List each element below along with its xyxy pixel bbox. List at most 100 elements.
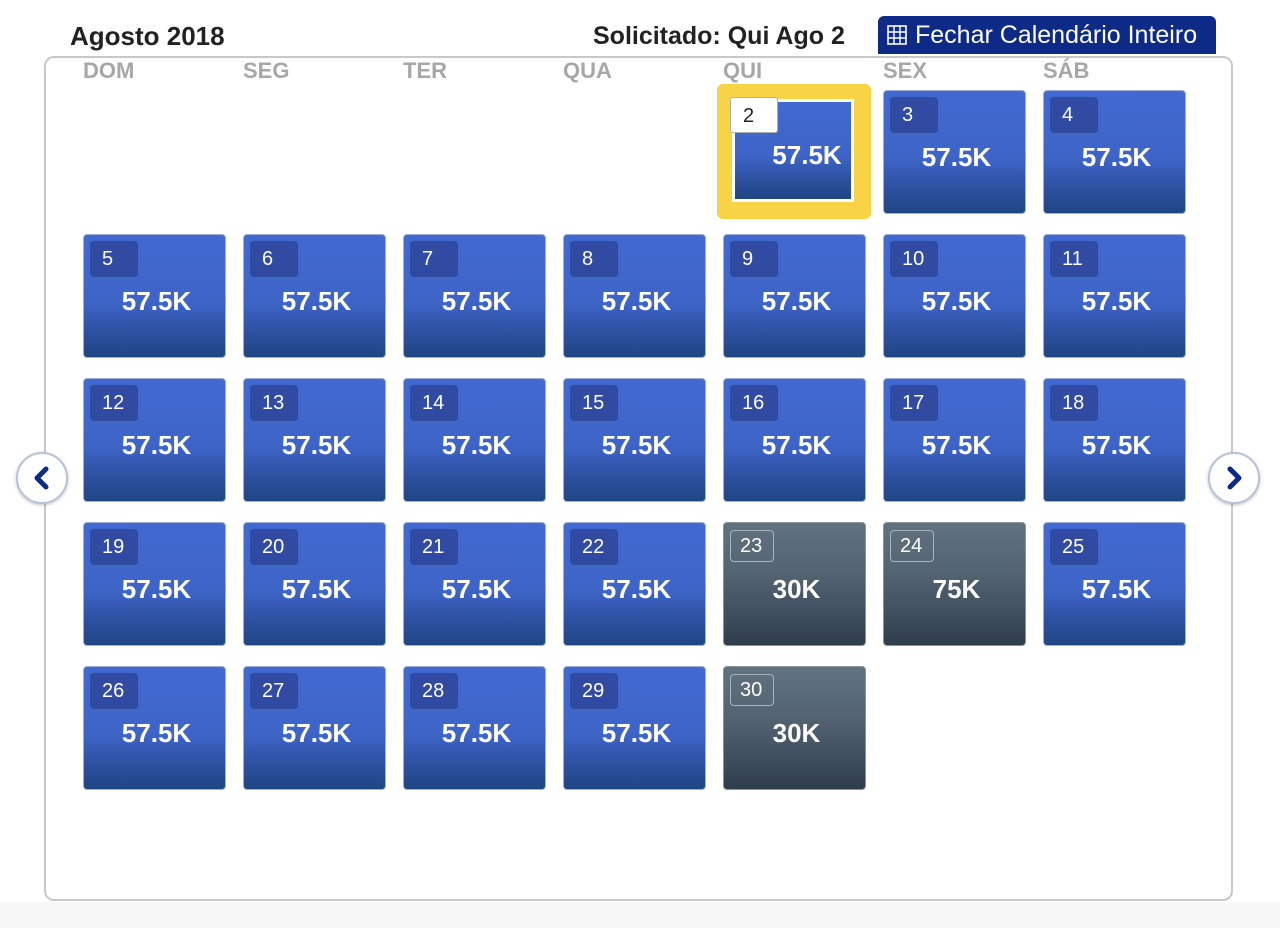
calendar-day-cell[interactable]: 15 57.5K bbox=[563, 378, 706, 502]
calendar-day-cell[interactable]: 29 57.5K bbox=[563, 666, 706, 790]
day-price: 57.5K bbox=[441, 286, 512, 316]
day-price: 57.5K bbox=[441, 430, 512, 460]
day-number: 20 bbox=[250, 529, 298, 565]
calendar-day-cell[interactable]: 26 57.5K bbox=[83, 666, 226, 790]
calendar-day-cell[interactable]: 30 30K bbox=[723, 666, 866, 790]
day-number: 16 bbox=[730, 385, 778, 421]
calendar-day-cell[interactable]: 6 57.5K bbox=[243, 234, 386, 358]
day-number: 6 bbox=[250, 241, 298, 277]
day-price: 30K bbox=[772, 718, 821, 748]
weekday-label: SÁB bbox=[1043, 58, 1090, 83]
chevron-left-icon bbox=[34, 466, 49, 490]
calendar-day-cell[interactable]: 22 57.5K bbox=[563, 522, 706, 646]
day-number: 29 bbox=[570, 673, 618, 709]
calendar-day-cell[interactable]: 10 57.5K bbox=[883, 234, 1026, 358]
day-number: 5 bbox=[90, 241, 138, 277]
calendar-day-cell[interactable]: 2 57.5K bbox=[717, 84, 871, 219]
day-price: 57.5K bbox=[921, 142, 992, 172]
day-price: 57.5K bbox=[921, 430, 992, 460]
day-number: 8 bbox=[570, 241, 618, 277]
day-number: 28 bbox=[410, 673, 458, 709]
calendar-day-cell[interactable]: 9 57.5K bbox=[723, 234, 866, 358]
calendar-day-cell[interactable]: 5 57.5K bbox=[83, 234, 226, 358]
day-number: 14 bbox=[410, 385, 458, 421]
day-number: 22 bbox=[570, 529, 618, 565]
day-price: 57.5K bbox=[281, 574, 352, 604]
day-number: 9 bbox=[730, 241, 778, 277]
calendar-day-cell[interactable]: 4 57.5K bbox=[1043, 90, 1186, 214]
weekday-label: QUI bbox=[723, 58, 763, 83]
day-number: 30 bbox=[730, 674, 774, 706]
page-footer-strip bbox=[0, 902, 1280, 928]
day-number: 24 bbox=[890, 530, 934, 562]
day-price: 57.5K bbox=[761, 286, 832, 316]
calendar-day-cell[interactable]: 7 57.5K bbox=[403, 234, 546, 358]
calendar-day-cell[interactable]: 16 57.5K bbox=[723, 378, 866, 502]
day-price: 57.5K bbox=[601, 430, 672, 460]
day-number: 4 bbox=[1050, 97, 1098, 133]
close-calendar-label: Fechar Calendário Inteiro bbox=[915, 21, 1198, 49]
day-price: 57.5K bbox=[281, 286, 352, 316]
day-number: 25 bbox=[1050, 529, 1098, 565]
day-price: 57.5K bbox=[281, 430, 352, 460]
day-price: 57.5K bbox=[921, 286, 992, 316]
day-price: 57.5K bbox=[1081, 574, 1152, 604]
calendar-day-cell[interactable]: 25 57.5K bbox=[1043, 522, 1186, 646]
day-number: 23 bbox=[730, 530, 774, 562]
calendar-day-cell[interactable]: 23 30K bbox=[723, 522, 866, 646]
calendar-day-cell[interactable]: 18 57.5K bbox=[1043, 378, 1186, 502]
calendar-day-cell[interactable]: 27 57.5K bbox=[243, 666, 386, 790]
day-price: 57.5K bbox=[601, 286, 672, 316]
calendar-day-cell[interactable]: 17 57.5K bbox=[883, 378, 1026, 502]
month-title: Agosto 2018 bbox=[70, 21, 225, 51]
weekday-label: TER bbox=[403, 58, 447, 83]
calendar-day-cell[interactable]: 8 57.5K bbox=[563, 234, 706, 358]
calendar-day-cell[interactable]: 14 57.5K bbox=[403, 378, 546, 502]
day-price: 57.5K bbox=[761, 430, 832, 460]
day-price: 57.5K bbox=[1081, 430, 1152, 460]
day-price: 57.5K bbox=[601, 574, 672, 604]
day-price: 57.5K bbox=[121, 286, 192, 316]
calendar-day-cell[interactable]: 13 57.5K bbox=[243, 378, 386, 502]
day-price: 57.5K bbox=[1081, 286, 1152, 316]
requested-date: Solicitado: Qui Ago 2 bbox=[593, 22, 845, 50]
day-price: 57.5K bbox=[772, 140, 842, 170]
close-calendar-button[interactable]: Fechar Calendário Inteiro bbox=[878, 16, 1216, 54]
day-number: 7 bbox=[410, 241, 458, 277]
day-number: 19 bbox=[90, 529, 138, 565]
calendar-day-cell[interactable]: 20 57.5K bbox=[243, 522, 386, 646]
day-price: 57.5K bbox=[121, 430, 192, 460]
calendar-day-cell[interactable]: 11 57.5K bbox=[1043, 234, 1186, 358]
day-number: 13 bbox=[250, 385, 298, 421]
day-number: 18 bbox=[1050, 385, 1098, 421]
grid-icon bbox=[887, 25, 907, 45]
day-number: 21 bbox=[410, 529, 458, 565]
next-month-button[interactable] bbox=[1208, 452, 1260, 504]
day-price: 57.5K bbox=[441, 574, 512, 604]
calendar-day-cell[interactable]: 19 57.5K bbox=[83, 522, 226, 646]
day-price: 75K bbox=[932, 574, 981, 604]
day-number: 17 bbox=[890, 385, 938, 421]
calendar-day-cell[interactable]: 3 57.5K bbox=[883, 90, 1026, 214]
day-price: 57.5K bbox=[441, 718, 512, 748]
day-price: 57.5K bbox=[121, 718, 192, 748]
calendar-day-cell[interactable]: 12 57.5K bbox=[83, 378, 226, 502]
chevron-right-icon bbox=[1227, 466, 1242, 490]
day-price: 57.5K bbox=[1081, 142, 1152, 172]
calendar-day-cell[interactable]: 21 57.5K bbox=[403, 522, 546, 646]
day-number: 2 bbox=[730, 97, 778, 133]
calendar-day-cell[interactable]: 24 75K bbox=[883, 522, 1026, 646]
weekday-label: QUA bbox=[563, 58, 612, 83]
day-number: 26 bbox=[90, 673, 138, 709]
weekday-label: DOM bbox=[83, 58, 135, 83]
day-price: 57.5K bbox=[601, 718, 672, 748]
day-number: 15 bbox=[570, 385, 618, 421]
day-number: 3 bbox=[890, 97, 938, 133]
previous-month-button[interactable] bbox=[16, 452, 68, 504]
day-number: 10 bbox=[890, 241, 938, 277]
weekday-label: SEX bbox=[883, 58, 928, 83]
day-price: 57.5K bbox=[281, 718, 352, 748]
day-number: 27 bbox=[250, 673, 298, 709]
calendar-day-cell[interactable]: 28 57.5K bbox=[403, 666, 546, 790]
day-number: 11 bbox=[1050, 241, 1098, 277]
